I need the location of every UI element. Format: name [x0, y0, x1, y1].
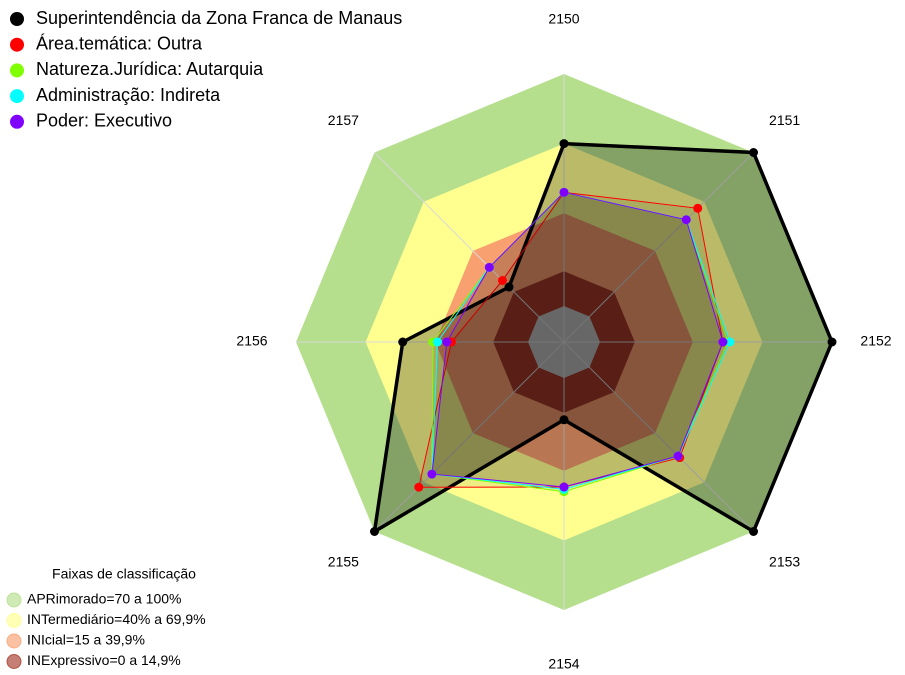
series-point	[427, 469, 437, 479]
legend-marker	[10, 12, 24, 26]
legend-label: Poder: Executivo	[36, 111, 172, 131]
spoke	[563, 152, 754, 343]
band-legend-marker	[6, 592, 22, 608]
series-point	[504, 282, 514, 292]
band-legend-label: INIcial=15 a 39,9%	[27, 632, 145, 648]
series-point	[433, 337, 443, 347]
series-point	[442, 337, 452, 347]
legend-label: Administração: Indireta	[36, 85, 221, 105]
legend-marker	[10, 63, 24, 78]
axis-label: 2153	[769, 553, 800, 569]
band-legend-marker	[6, 633, 22, 649]
legend-label: Superintendência da Zona Franca de Manau…	[36, 8, 402, 28]
legend-marker	[10, 114, 24, 129]
spoke	[563, 341, 754, 532]
band-legend-marker	[6, 613, 22, 628]
axis-label: 2151	[769, 112, 800, 128]
legend-label: Natureza.Jurídica: Autarquia	[36, 59, 264, 79]
band-legend-label: APRimorado=70 a 100%	[27, 591, 182, 607]
series-point	[497, 275, 507, 285]
band-legend-marker	[6, 654, 22, 669]
series-point	[559, 415, 569, 425]
series-point	[559, 187, 569, 197]
series-point	[484, 262, 494, 272]
spoke	[374, 152, 565, 343]
series-point	[369, 527, 379, 537]
axis-label: 2156	[236, 333, 267, 349]
axis-label: 2152	[860, 333, 891, 349]
series-point	[414, 482, 424, 492]
spoke	[374, 341, 565, 532]
bands-legend-title: Faixas de classificação	[52, 566, 196, 582]
series-point	[827, 337, 837, 347]
axis-label: 2155	[328, 553, 359, 569]
legend-label: Área.temática: Outra	[36, 33, 203, 53]
series-point	[693, 203, 703, 213]
legend-marker	[10, 37, 24, 52]
series-point	[718, 337, 728, 347]
legend-marker	[10, 89, 24, 104]
series-point	[681, 215, 691, 225]
axis-label: 2157	[328, 112, 359, 128]
series-point	[725, 337, 735, 347]
axis-label: 2154	[548, 656, 579, 672]
axis-label: 2150	[548, 11, 579, 27]
series-point	[673, 451, 683, 461]
series-point	[398, 337, 408, 347]
series-point	[559, 139, 569, 149]
series-point	[559, 482, 569, 492]
band-legend-label: INExpressivo=0 a 14,9%	[27, 652, 181, 668]
series-point	[749, 527, 759, 537]
series-point	[749, 147, 759, 157]
band-legend-label: INTermediário=40% a 69,9%	[27, 611, 206, 627]
